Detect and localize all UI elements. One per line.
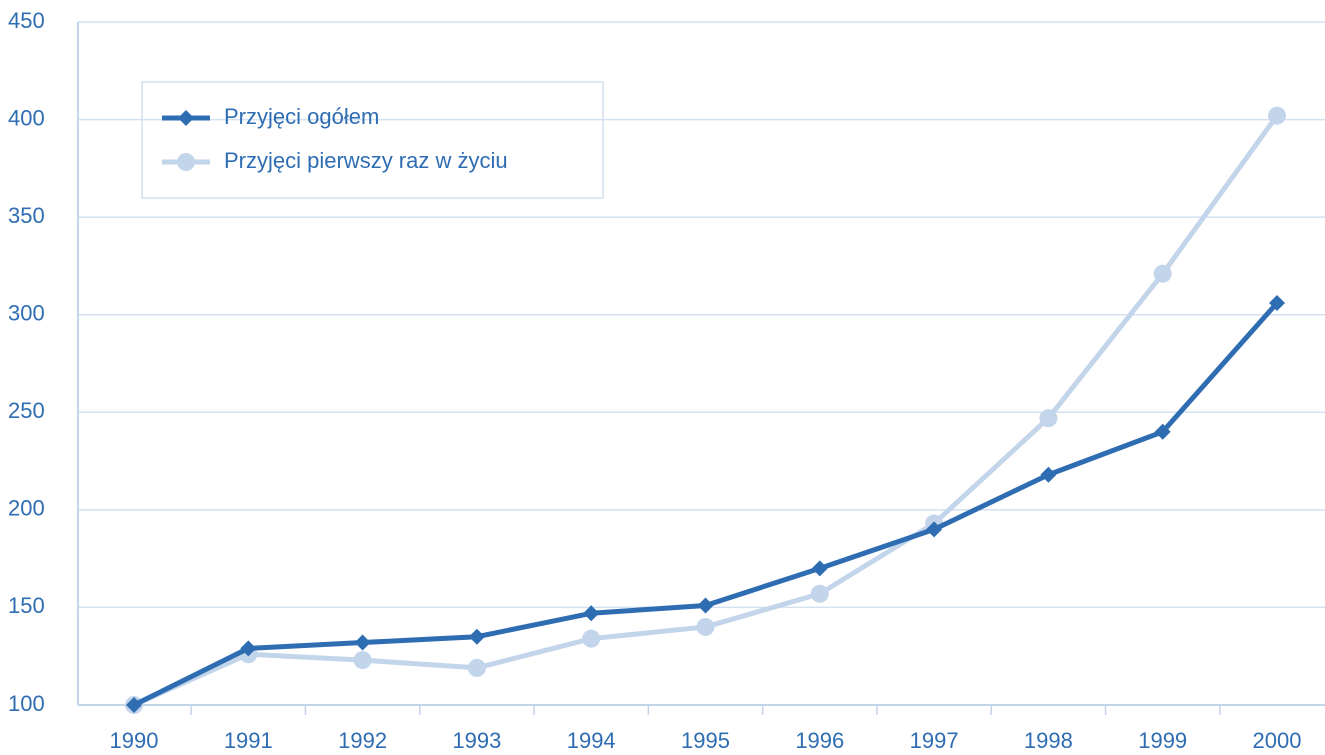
marker xyxy=(1153,264,1172,283)
marker xyxy=(582,629,601,648)
x-tick-label: 1991 xyxy=(224,728,273,753)
marker xyxy=(811,560,828,577)
marker xyxy=(468,628,485,645)
x-tick-label: 1995 xyxy=(681,728,730,753)
marker xyxy=(1040,466,1057,483)
y-tick-label: 450 xyxy=(8,8,45,33)
marker xyxy=(354,634,371,651)
x-tick-label: 1996 xyxy=(795,728,844,753)
marker xyxy=(1039,409,1058,428)
y-tick-label: 100 xyxy=(8,691,45,716)
x-tick-label: 1992 xyxy=(338,728,387,753)
marker xyxy=(1268,106,1286,125)
line xyxy=(132,301,1279,708)
x-tick-label: 1997 xyxy=(910,728,959,753)
x-tick-label: 1998 xyxy=(1024,728,1073,753)
marker xyxy=(353,651,372,670)
y-tick-label: 200 xyxy=(8,496,45,521)
marker xyxy=(1154,423,1171,440)
line xyxy=(132,114,1280,708)
legend-label: Przyjęci ogółem xyxy=(224,104,379,129)
marker xyxy=(467,658,486,677)
marker xyxy=(583,605,600,622)
marker xyxy=(696,617,715,636)
marker xyxy=(240,640,257,657)
y-tick-label: 350 xyxy=(8,203,45,228)
marker xyxy=(126,697,142,713)
marker xyxy=(810,584,829,603)
y-tick-label: 300 xyxy=(8,301,45,326)
marker xyxy=(926,521,943,538)
x-tick-label: 2000 xyxy=(1253,728,1302,753)
y-tick-label: 400 xyxy=(8,105,45,130)
marker xyxy=(177,153,195,171)
x-tick-label: 1999 xyxy=(1138,728,1187,753)
x-tick-label: 1994 xyxy=(567,728,616,753)
marker xyxy=(1269,295,1285,312)
marker xyxy=(697,597,714,614)
y-tick-label: 250 xyxy=(8,398,45,423)
legend-label: Przyjęci pierwszy raz w życiu xyxy=(224,148,508,173)
legend-box xyxy=(141,81,604,199)
x-tick-label: 1993 xyxy=(452,728,501,753)
marker xyxy=(178,110,194,126)
y-tick-label: 150 xyxy=(8,593,45,618)
x-tick-label: 1990 xyxy=(110,728,159,753)
